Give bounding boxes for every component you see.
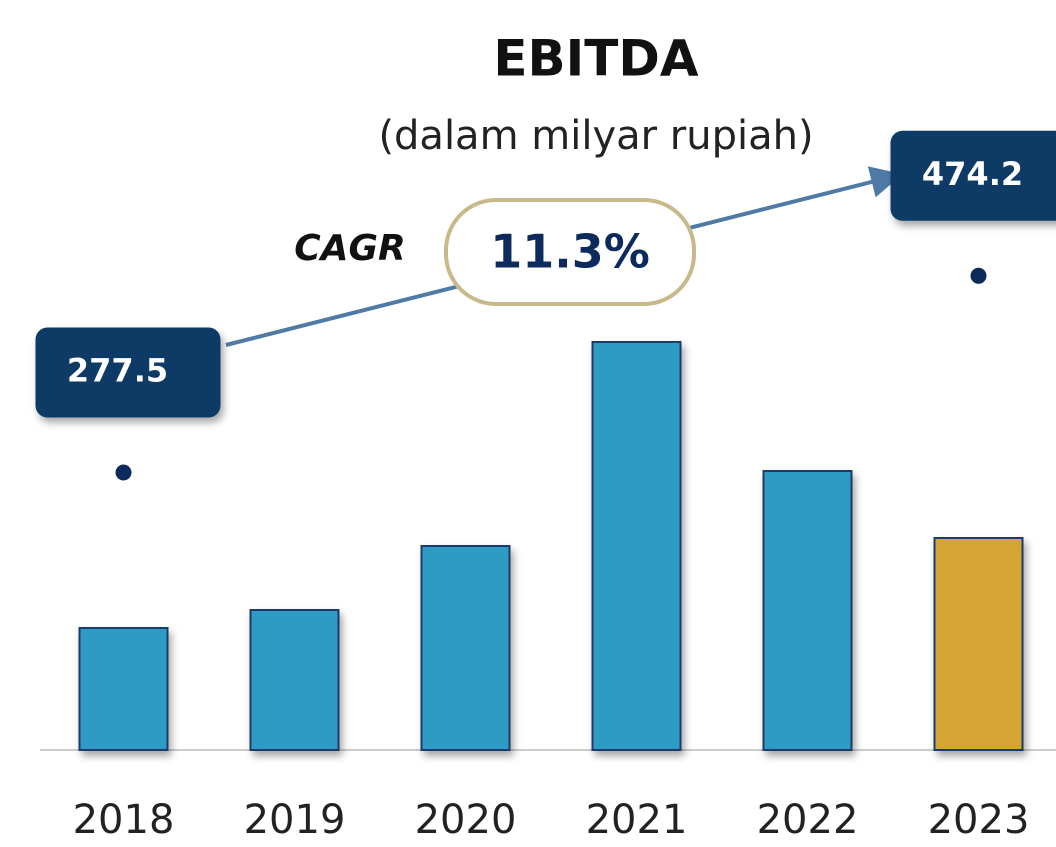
x-tick-label: 2023 [928,797,1030,843]
value-callout [890,130,1056,221]
bar [933,537,1024,751]
bar [78,627,169,751]
value-label: 474.2 [922,155,1023,193]
chart-title: EBITDA [493,30,698,88]
cagr-label: CAGR [294,228,406,269]
cagr-value: 11.3% [490,225,650,279]
x-tick-label: 2021 [586,797,688,843]
x-tick-label: 2022 [757,797,859,843]
value-callout [35,327,221,418]
x-tick-label: 2018 [73,797,175,843]
dot [970,267,987,284]
chart-subtitle: (dalam milyar rupiah) [378,113,813,159]
value-label: 277.5 [67,352,168,390]
x-tick-label: 2019 [244,797,346,843]
dot [115,464,132,481]
cagr-pill [444,198,696,306]
bar [420,545,511,751]
bar [762,470,853,751]
bar [591,341,682,751]
bar [249,609,340,751]
x-tick-label: 2020 [415,797,517,843]
